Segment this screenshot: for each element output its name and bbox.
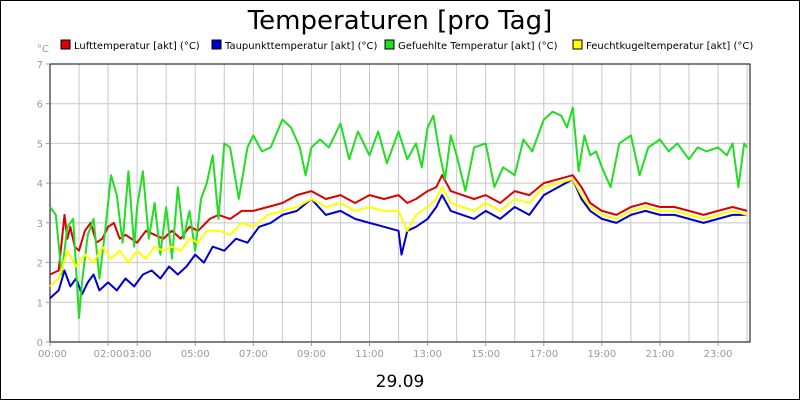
legend-label-2: Gefuehlte Temperatur [akt] (°C) [398, 41, 558, 52]
series-line-1 [49, 178, 748, 300]
y-tick-label: 1 [37, 298, 43, 309]
series-line-2 [49, 106, 748, 320]
x-tick-label: 05:00 [181, 349, 210, 360]
x-tick-label: 00:00 [38, 349, 67, 360]
x-tick-label: 07:00 [239, 349, 268, 360]
y-tick-label: 6 [37, 100, 43, 111]
x-tick-label: 15:00 [471, 349, 500, 360]
legend-label-3: Feuchtkugeltemperatur [akt] (°C) [586, 41, 753, 52]
plot-area [49, 63, 751, 343]
chart-title: Temperaturen [pro Tag] [247, 6, 553, 36]
legend-swatch-0 [60, 39, 71, 50]
x-tick-label: 19:00 [587, 349, 616, 360]
series-layer [49, 106, 748, 320]
legend-label-0: Lufttemperatur [akt] (°C) [74, 41, 200, 52]
y-axis-unit: °C [37, 44, 49, 55]
y-tick-label: 4 [37, 179, 43, 190]
y-tick-label: 5 [37, 139, 43, 150]
y-tick-label: 0 [37, 338, 43, 349]
x-tick-label: 21:00 [646, 349, 675, 360]
x-axis-date: 29.09 [376, 372, 425, 392]
x-tick-label: 11:00 [355, 349, 384, 360]
series-line-0 [49, 174, 748, 276]
x-tick-label: 03:00 [123, 349, 152, 360]
legend-swatch-2 [384, 39, 395, 50]
legend-swatch-3 [572, 39, 583, 50]
x-tick-label: 23:00 [704, 349, 733, 360]
y-tick-label: 3 [37, 219, 43, 230]
legend-swatch-1 [211, 39, 222, 50]
y-tick-label: 2 [37, 259, 43, 270]
x-tick-label: 09:00 [297, 349, 326, 360]
y-tick-label: 7 [37, 60, 43, 71]
x-tick-label: 13:00 [413, 349, 442, 360]
series-line-3 [49, 178, 748, 288]
legend: Lufttemperatur [akt] (°C) Taupunkttempera… [60, 39, 753, 52]
x-tick-label: 02:00 [94, 349, 123, 360]
axis-ticks: 0 1 2 3 4 5 6 7 00:00 02:00 03:00 05:00 07:00 09:00 11… [37, 60, 733, 360]
x-tick-label: 17:00 [529, 349, 558, 360]
legend-label-1: Taupunkttemperatur [akt] (°C) [224, 41, 377, 52]
